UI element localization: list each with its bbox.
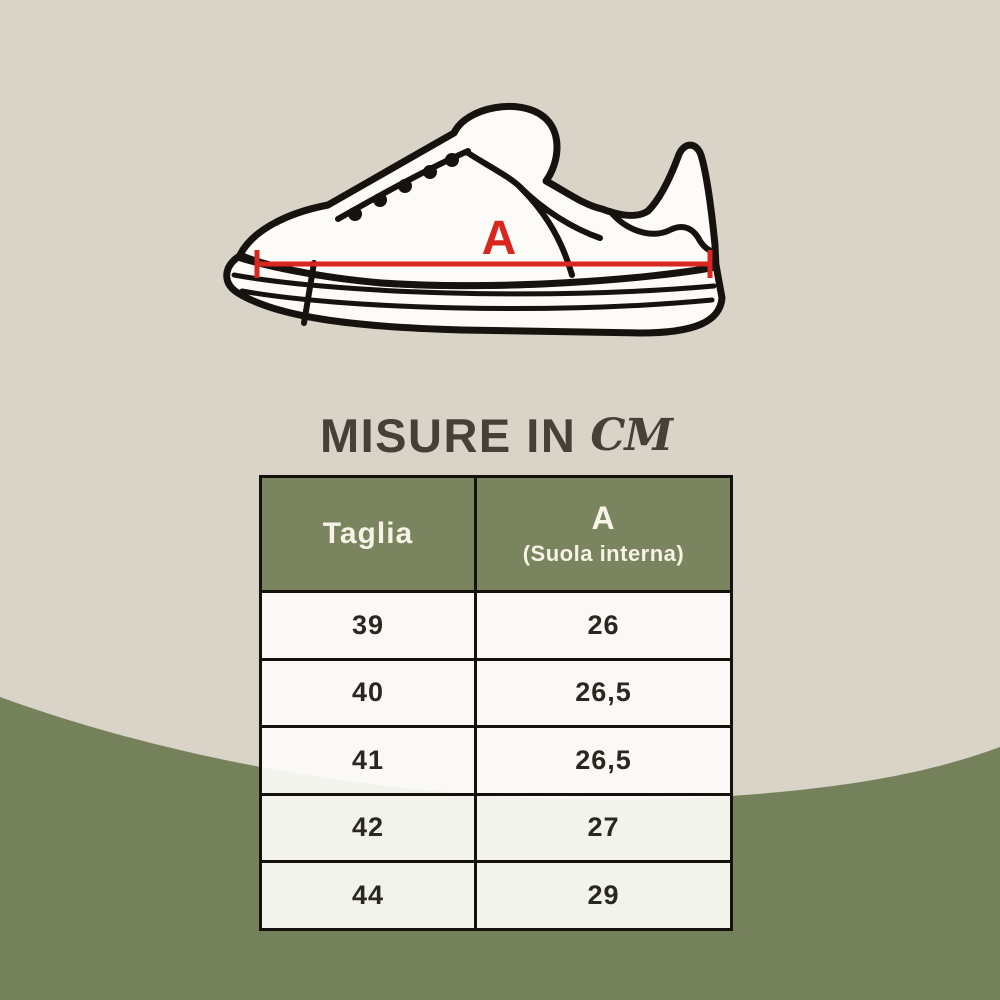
header-suola-interna-label: (Suola interna) xyxy=(522,540,685,566)
midsole-seam-top xyxy=(231,272,717,297)
header-cell-taglia: Taglia xyxy=(262,478,477,590)
size-value: 39 xyxy=(351,609,385,640)
header-a-label: A xyxy=(591,500,616,537)
length-cell: 27 xyxy=(477,796,730,861)
size-cell: 40 xyxy=(262,660,477,725)
lace-loop-icon xyxy=(348,207,362,221)
lace-loop-icon xyxy=(373,193,387,207)
table-row: 41 26,5 xyxy=(262,725,730,793)
size-value: 44 xyxy=(351,879,385,910)
header-cell-a: A (Suola interna) xyxy=(477,478,730,590)
size-cell: 39 xyxy=(262,593,477,658)
length-value: 26 xyxy=(587,609,620,640)
length-cell: 29 xyxy=(477,863,730,928)
length-value: 26,5 xyxy=(575,677,632,708)
length-cell: 26,5 xyxy=(477,661,730,726)
title-main-text: MISURE IN xyxy=(319,408,577,462)
length-cell: 26 xyxy=(477,593,730,658)
length-value: 26,5 xyxy=(575,744,632,775)
sneaker-illustration: A xyxy=(223,102,726,337)
table-header-row: Taglia A (Suola interna) xyxy=(262,478,730,590)
length-value: 29 xyxy=(587,879,620,910)
size-cell: 44 xyxy=(262,863,477,928)
lace-loop-icon xyxy=(398,179,412,193)
table-row: 40 26,5 xyxy=(262,657,730,726)
collar-seam xyxy=(517,184,603,241)
length-value: 27 xyxy=(587,812,620,843)
size-value: 41 xyxy=(351,744,385,775)
size-value: 40 xyxy=(351,677,385,708)
table-row: 39 26 xyxy=(262,590,730,658)
midsole-seam-bottom xyxy=(239,288,715,311)
upper-outline xyxy=(236,102,720,290)
title-unit-text: CM xyxy=(590,409,673,461)
header-taglia-label: Taglia xyxy=(322,517,414,550)
lace-loop-icon xyxy=(423,165,437,179)
size-table: Taglia A (Suola interna) 39 26 40 26,5 xyxy=(259,475,733,931)
size-cell: 41 xyxy=(262,728,477,793)
toe-cap-seam xyxy=(301,260,317,326)
table-row: 44 29 xyxy=(262,860,730,928)
size-value: 42 xyxy=(351,812,385,843)
table-row: 42 27 xyxy=(262,792,730,861)
page-title: MISURE IN CM xyxy=(259,406,733,464)
lace-loops xyxy=(348,153,459,221)
size-cell: 42 xyxy=(262,795,477,860)
lace-loop-icon xyxy=(445,153,459,167)
heel-overlay-seam xyxy=(607,208,718,255)
measurement-label-a: A xyxy=(482,212,517,265)
length-cell: 26,5 xyxy=(477,728,730,793)
measurement-line-a xyxy=(254,250,713,278)
